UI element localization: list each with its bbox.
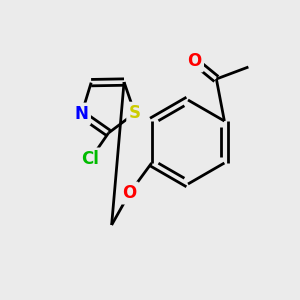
- Text: O: O: [187, 52, 202, 70]
- Text: Cl: Cl: [82, 150, 99, 168]
- Text: O: O: [122, 184, 137, 202]
- Text: S: S: [129, 104, 141, 122]
- Text: N: N: [75, 105, 88, 123]
